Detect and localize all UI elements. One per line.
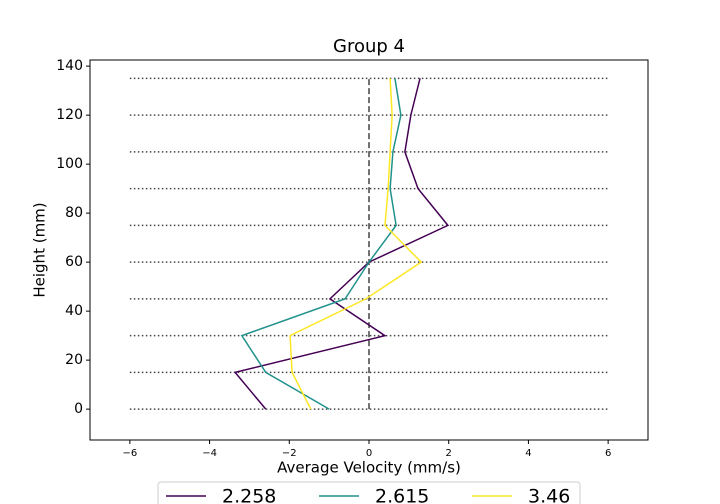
x-tick-label: 4 [525,448,531,459]
legend-label: 2.615 [375,486,429,504]
legend-label: 2.258 [222,486,276,504]
legend-label: 3.46 [528,486,570,504]
y-tick-label: 120 [56,107,83,123]
y-tick-label: 0 [74,401,83,417]
y-tick-label: 100 [56,156,83,172]
x-tick-label: 2 [446,448,452,459]
x-tick-label: −2 [282,448,297,459]
chart-title: Group 4 [333,36,405,57]
x-axis-label: Average Velocity (mm/s) [277,459,461,477]
x-tick-label: 6 [605,448,611,459]
y-tick-label: 40 [65,303,83,319]
y-tick-label: 140 [56,58,83,74]
series-line [240,78,402,410]
y-tick-label: 80 [65,205,83,221]
series-line [233,78,450,410]
x-tick-label: −4 [202,448,217,459]
series-line [289,78,423,410]
legend-box [157,481,581,504]
y-tick-label: 60 [65,254,83,270]
y-axis-label: Height (mm) [31,202,49,297]
x-tick-label: −6 [122,448,137,459]
y-tick-label: 20 [65,352,83,368]
x-tick-label: 0 [366,448,372,459]
